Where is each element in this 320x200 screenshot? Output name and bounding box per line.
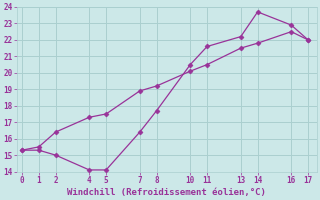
X-axis label: Windchill (Refroidissement éolien,°C): Windchill (Refroidissement éolien,°C) — [67, 188, 266, 197]
